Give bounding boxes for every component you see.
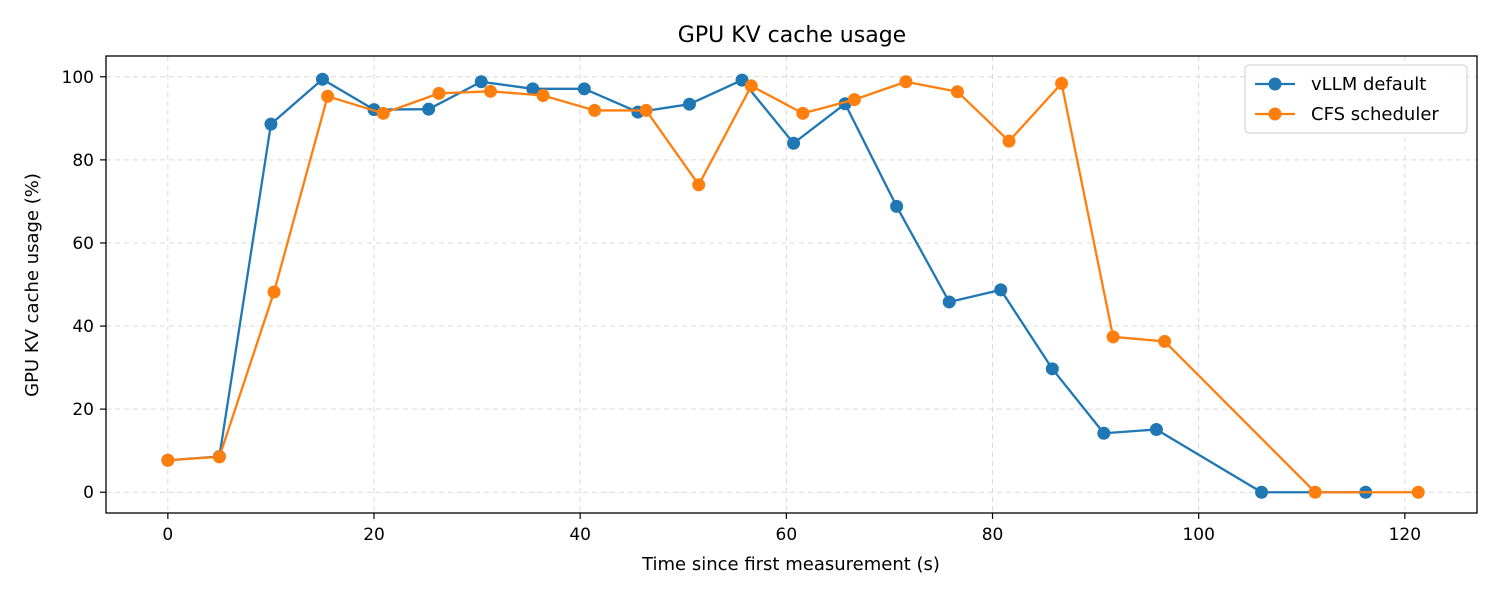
data-point: [577, 82, 591, 96]
data-point: [1158, 334, 1172, 348]
y-tick-label: 0: [83, 483, 94, 503]
data-point: [161, 453, 175, 467]
data-point: [639, 103, 653, 117]
data-point: [994, 283, 1008, 297]
series-line: [167, 80, 1419, 494]
y-tick-label: 20: [72, 400, 94, 420]
x-tick-label: 120: [1389, 525, 1421, 545]
data-point: [526, 82, 540, 96]
data-point: [787, 136, 801, 150]
y-axis-label: GPU KV cache usage (%): [22, 173, 43, 397]
data-point: [1255, 485, 1269, 499]
data-point: [212, 450, 226, 464]
legend: vLLM default CFS scheduler: [1244, 64, 1468, 134]
data-point: [432, 86, 446, 100]
data-point: [899, 75, 913, 89]
series-line: [167, 78, 1366, 494]
x-tick-label: 80: [982, 525, 1004, 545]
data-point: [1411, 485, 1425, 499]
x-tick-label: 100: [1182, 525, 1214, 545]
data-point: [1149, 422, 1163, 436]
data-point: [1055, 76, 1069, 90]
x-tick-label: 0: [162, 525, 173, 545]
legend-label: CFS scheduler: [1311, 104, 1439, 125]
data-point: [315, 72, 329, 86]
plot-frame: [105, 55, 1478, 514]
data-point: [483, 84, 497, 98]
legend-box: [1244, 64, 1468, 134]
data-point: [264, 117, 278, 131]
y-tick-label: 60: [72, 234, 94, 254]
data-point: [735, 73, 749, 87]
data-point: [1045, 362, 1059, 376]
chart-title: GPU KV cache usage: [678, 23, 906, 48]
axis-ticks: 0 20 40 60 80 100 120 0 20 40 60 80 100: [62, 68, 1422, 545]
data-point: [536, 88, 550, 102]
data-point: [1097, 426, 1111, 440]
x-tick-label: 60: [776, 525, 798, 545]
data-point: [474, 75, 488, 89]
data-point: [588, 103, 602, 117]
y-tick-label: 80: [72, 151, 94, 171]
y-tick-label: 100: [62, 68, 94, 88]
legend-swatch-marker: [1268, 77, 1282, 91]
data-point: [744, 79, 758, 93]
data-point: [1002, 134, 1016, 148]
data-point: [422, 102, 436, 116]
data-point: [321, 89, 335, 103]
data-point: [682, 97, 696, 111]
data-point: [692, 178, 706, 192]
x-axis-label: Time since first measurement (s): [641, 554, 940, 575]
y-tick-label: 40: [72, 317, 94, 337]
data-point: [890, 199, 904, 213]
data-point: [847, 93, 861, 107]
data-point: [267, 285, 281, 299]
legend-swatch-marker: [1268, 107, 1282, 121]
x-tick-label: 40: [569, 525, 591, 545]
series-cfs-scheduler: [161, 75, 1425, 499]
series-layer: [161, 72, 1425, 499]
data-point: [1308, 485, 1322, 499]
legend-label: vLLM default: [1311, 74, 1426, 95]
data-point: [942, 295, 956, 309]
series-vllm-default: [161, 72, 1373, 499]
data-point: [950, 85, 964, 99]
data-point: [796, 106, 810, 120]
data-point: [376, 106, 390, 120]
grid: [106, 56, 1477, 513]
data-point: [1106, 330, 1120, 344]
x-tick-label: 20: [363, 525, 385, 545]
